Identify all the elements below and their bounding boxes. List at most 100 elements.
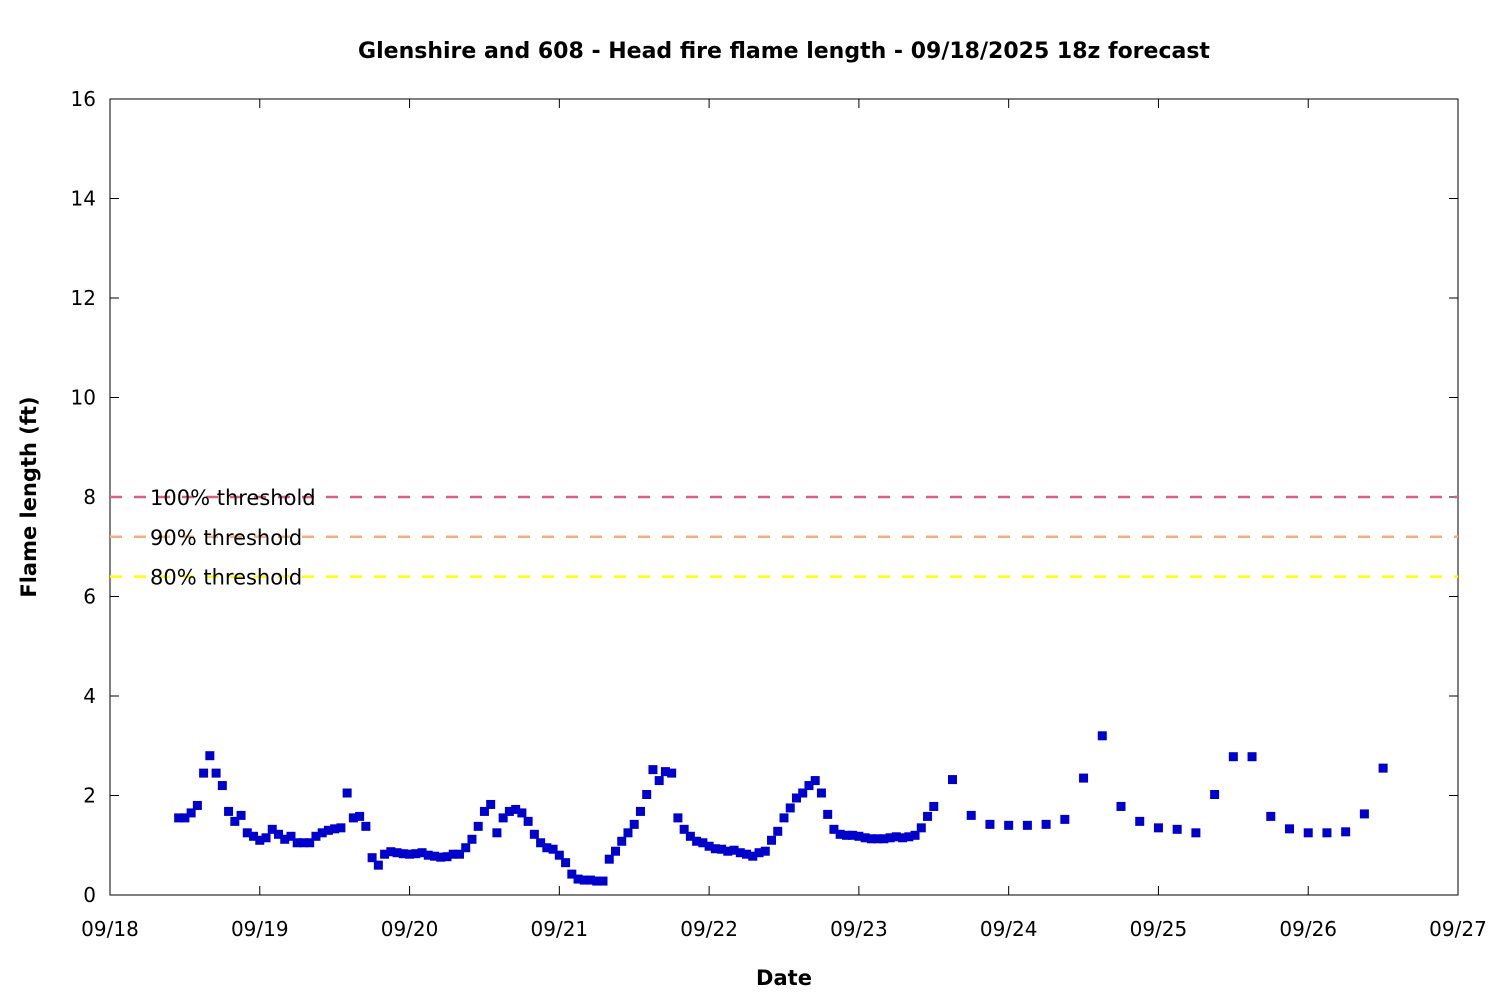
- y-tick-label: 10: [71, 386, 96, 410]
- data-point: [430, 851, 440, 861]
- data-point: [261, 833, 271, 843]
- data-point: [274, 829, 283, 839]
- y-tick-label: 2: [83, 784, 96, 808]
- data-point: [236, 810, 246, 820]
- data-point: [742, 849, 752, 859]
- data-point: [386, 847, 396, 857]
- data-point: [679, 824, 689, 834]
- flame-length-points: [174, 731, 1388, 886]
- data-point: [804, 781, 814, 791]
- data-point: [879, 834, 889, 844]
- data-point: [648, 765, 658, 775]
- y-axis-title: Flame length (ft): [17, 396, 41, 597]
- data-point: [816, 788, 826, 798]
- y-tick-label: 12: [71, 286, 96, 310]
- x-tick-label: 09/26: [1279, 917, 1337, 941]
- threshold-label: 90% threshold: [150, 526, 302, 550]
- data-point: [660, 767, 670, 777]
- data-point: [929, 801, 939, 811]
- data-point: [673, 813, 683, 823]
- data-point: [442, 852, 452, 862]
- data-point: [511, 804, 521, 814]
- y-tick-label: 4: [83, 684, 96, 708]
- data-point: [611, 846, 620, 856]
- data-point: [567, 869, 577, 879]
- data-point: [536, 838, 546, 848]
- threshold-label: 100% threshold: [150, 486, 316, 510]
- y-tick-label: 8: [83, 485, 96, 509]
- data-point: [417, 848, 427, 858]
- data-point: [517, 808, 527, 818]
- data-point: [348, 813, 358, 823]
- data-point: [866, 834, 876, 844]
- data-point: [280, 834, 290, 844]
- data-point: [298, 838, 308, 848]
- data-point: [373, 860, 383, 870]
- y-tick-label: 16: [71, 87, 96, 111]
- x-axis-title: Date: [756, 966, 812, 990]
- data-point: [529, 829, 539, 839]
- data-point: [249, 831, 259, 841]
- data-point: [767, 835, 777, 845]
- data-point: [199, 768, 209, 778]
- data-point: [1060, 814, 1070, 824]
- data-point: [823, 809, 833, 819]
- data-point: [729, 845, 739, 855]
- data-point: [405, 849, 415, 859]
- data-point: [966, 810, 976, 820]
- data-point: [380, 849, 390, 859]
- data-point: [186, 808, 196, 818]
- data-point: [230, 816, 240, 826]
- data-point: [573, 874, 583, 884]
- data-point: [873, 834, 883, 844]
- chart-title: Glenshire and 608 - Head fire flame leng…: [358, 39, 1210, 64]
- data-point: [848, 830, 858, 840]
- data-point: [1322, 828, 1332, 838]
- data-point: [1041, 819, 1051, 829]
- data-point: [448, 849, 458, 859]
- data-point: [211, 768, 221, 778]
- data-point: [692, 836, 702, 846]
- y-tick-label: 14: [71, 187, 96, 211]
- data-point: [467, 834, 477, 844]
- data-point: [1266, 811, 1276, 821]
- data-point: [311, 831, 321, 841]
- x-tick-label: 09/23: [830, 917, 888, 941]
- data-point: [1191, 828, 1201, 838]
- data-point: [791, 793, 801, 803]
- data-point: [860, 833, 870, 843]
- y-tick-label: 6: [83, 585, 96, 609]
- data-point: [1097, 731, 1107, 741]
- data-point: [623, 828, 633, 838]
- data-point: [685, 831, 695, 841]
- data-point: [579, 875, 589, 885]
- data-point: [904, 832, 914, 842]
- data-point: [604, 854, 614, 864]
- data-point: [710, 844, 720, 854]
- data-point: [292, 838, 302, 848]
- data-point: [180, 813, 190, 823]
- data-point: [891, 832, 901, 842]
- data-point: [773, 826, 783, 836]
- data-point: [1135, 816, 1145, 826]
- data-point: [1247, 752, 1257, 762]
- data-point: [217, 781, 227, 791]
- data-point: [486, 799, 496, 809]
- data-point: [654, 776, 664, 786]
- data-point: [948, 775, 957, 785]
- data-point: [473, 821, 483, 831]
- data-point: [667, 768, 677, 778]
- data-point: [492, 828, 502, 838]
- data-point: [461, 843, 471, 853]
- data-point: [723, 846, 733, 856]
- data-point: [255, 835, 265, 845]
- data-point: [835, 829, 845, 839]
- data-point: [635, 806, 645, 816]
- data-point: [841, 830, 851, 840]
- data-point: [392, 848, 402, 858]
- data-point: [317, 828, 327, 838]
- threshold-lines: 100% threshold 90% threshold 80% threshold: [110, 486, 1458, 590]
- threshold-label: 80% threshold: [150, 566, 302, 590]
- axis-ticks: [109, 98, 1459, 896]
